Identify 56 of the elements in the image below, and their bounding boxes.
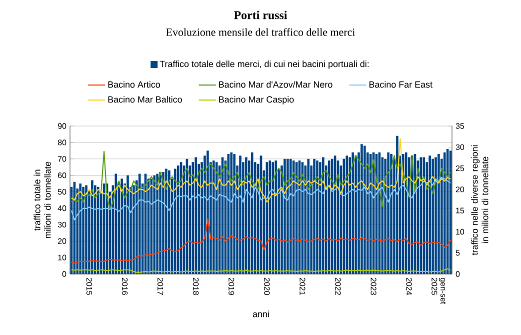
bar [82,186,84,274]
bar [352,152,354,274]
bar [360,144,363,274]
bar [85,185,88,274]
bar [272,162,274,274]
bar [432,158,434,274]
y-axis-title: traffico totale in milioni di tonnellate [34,162,51,238]
bar [443,152,446,274]
bar [230,152,233,274]
legend-label: Bacino Artico [108,81,160,88]
bar [422,157,426,274]
bar [268,160,272,274]
chart-title: Porti russi [234,10,288,20]
bar [387,152,390,274]
bar [307,158,310,274]
chart-subtitle: Evoluzione mensile del traffico delle merci [166,28,355,36]
bar [286,158,289,274]
bar [328,160,330,274]
bar [206,150,209,274]
bar [162,172,164,274]
bar [96,186,100,274]
bar [274,160,277,274]
bar [346,156,348,274]
bar [194,157,198,274]
bar [404,152,408,274]
bar [79,184,82,274]
bar [174,168,176,274]
bar [245,157,248,274]
bar [153,175,156,274]
bar [156,174,159,274]
bar [159,172,162,274]
bar [289,158,292,274]
bar [165,168,168,274]
bar [434,157,437,274]
bar [168,170,170,274]
bar [322,157,324,274]
bar [250,152,254,274]
bar [428,156,431,274]
bar [316,160,318,274]
legend-label: Bacino Mar Baltico [108,96,182,103]
bar [239,156,242,274]
bar [363,146,366,274]
legend-label: Bacino Mar Caspio [219,96,294,104]
bar [284,158,286,274]
bar [354,156,357,274]
legend-label: Traffico totale delle merci, di cui nei bacini portuali di: [160,60,369,69]
legend-label: Bacino Far East [369,81,432,88]
bar [438,154,440,274]
bar [91,180,94,274]
legend-label: Bacino Mar d'Azov/Mar Nero [219,81,332,88]
bar [233,154,236,274]
bar [313,158,316,274]
x-axis-title: anni [252,310,269,318]
y2-axis-title: traffico nelle diverse regioni in milioni di tonnellate [471,145,488,256]
bar [212,160,215,274]
bar [390,154,392,274]
